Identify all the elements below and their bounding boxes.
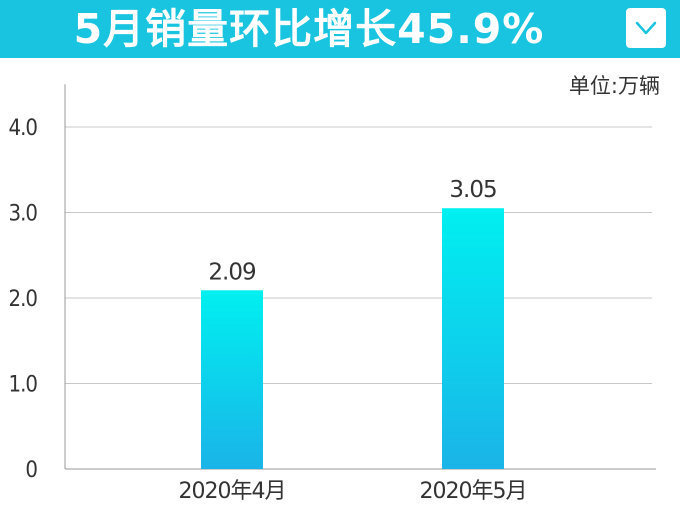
y-tick-label: 2.0 — [9, 287, 38, 312]
data-label: 3.05 — [449, 177, 496, 203]
chart-title: 5月销量环比增长45.9% — [73, 5, 545, 53]
y-tick-label: 1.0 — [9, 373, 38, 398]
dropdown-button[interactable] — [626, 8, 666, 48]
bar — [442, 208, 504, 469]
chevron-down-icon — [635, 21, 657, 35]
x-tick-label: 2020年5月 — [420, 479, 527, 504]
bar — [201, 290, 263, 469]
unit-label: 单位:万辆 — [568, 74, 660, 98]
y-tick-label: 0 — [25, 458, 37, 483]
data-label: 2.09 — [208, 259, 256, 285]
y-tick-label: 3.0 — [9, 202, 38, 227]
x-tick-label: 2020年4月 — [179, 479, 286, 504]
title-banner: 5月销量环比增长45.9% — [0, 0, 680, 58]
y-tick-label: 4.0 — [9, 116, 38, 141]
